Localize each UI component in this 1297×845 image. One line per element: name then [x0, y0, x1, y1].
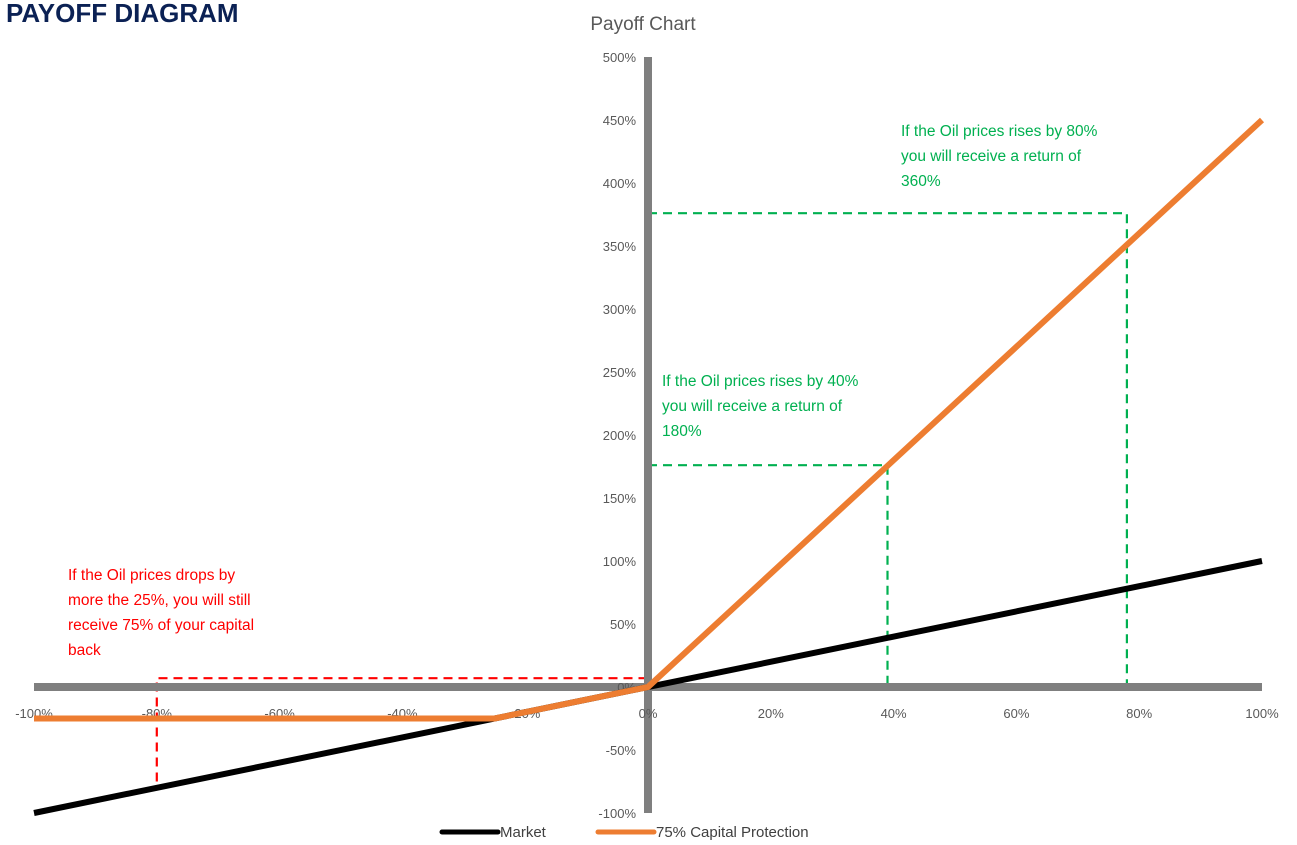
- y-tick-label: 200%: [603, 428, 637, 443]
- annotation-red: If the Oil prices drops by more the 25%,…: [68, 567, 254, 659]
- y-tick-label: 50%: [610, 617, 636, 632]
- y-tick-label: 250%: [603, 365, 637, 380]
- annotation-red-line-4: back: [68, 642, 101, 659]
- annotation-green-40-line-1: If the Oil prices rises by 40%: [662, 373, 859, 390]
- chart-title: Payoff Chart: [590, 14, 696, 35]
- guide-line-2: [648, 464, 889, 687]
- guide-line-1: [155, 677, 648, 782]
- annotation-green-40-line-3: 180%: [662, 423, 702, 440]
- y-tick-labels: 500%450%400%350%300%250%200%150%100%50%0…: [598, 50, 636, 821]
- y-tick-label: 350%: [603, 239, 637, 254]
- annotation-green-80: If the Oil prices rises by 80% you will …: [901, 123, 1098, 190]
- annotation-green-80-line-3: 360%: [901, 173, 941, 190]
- series-line-capital-protection: [34, 117, 1265, 722]
- x-tick-label: 20%: [758, 706, 784, 721]
- legend-label-market: Market: [500, 824, 547, 841]
- guide-lines: [155, 212, 1129, 782]
- annotation-green-40: If the Oil prices rises by 40% you will …: [662, 373, 859, 440]
- legend: Market 75% Capital Protection: [439, 824, 809, 841]
- legend-item-market: Market: [439, 824, 547, 841]
- y-tick-label: 450%: [603, 113, 637, 128]
- y-tick-label: 100%: [603, 554, 637, 569]
- annotation-red-line-3: receive 75% of your capital: [68, 617, 254, 634]
- x-tick-label: 80%: [1126, 706, 1152, 721]
- x-tick-label: 100%: [1245, 706, 1279, 721]
- y-tick-label: 500%: [603, 50, 637, 65]
- y-tick-label: 400%: [603, 176, 637, 191]
- axes: [34, 57, 1262, 813]
- y-tick-label: 300%: [603, 302, 637, 317]
- legend-label-capital-protection: 75% Capital Protection: [656, 824, 809, 841]
- annotation-green-40-line-2: you will receive a return of: [662, 398, 843, 415]
- annotation-green-80-line-1: If the Oil prices rises by 80%: [901, 123, 1098, 140]
- y-tick-label: 150%: [603, 491, 637, 506]
- legend-item-capital-protection: 75% Capital Protection: [595, 824, 809, 841]
- x-tick-label: 60%: [1003, 706, 1029, 721]
- x-tick-label: 0%: [639, 706, 658, 721]
- series-lines: [33, 117, 1265, 816]
- annotation-red-line-2: more the 25%, you will still: [68, 592, 251, 609]
- y-tick-label: -100%: [598, 806, 636, 821]
- x-tick-label: 40%: [881, 706, 907, 721]
- y-tick-label: -50%: [606, 743, 637, 758]
- annotation-red-line-1: If the Oil prices drops by: [68, 567, 235, 584]
- annotation-green-80-line-2: you will receive a return of: [901, 148, 1082, 165]
- page-heading: PAYOFF DIAGRAM: [6, 0, 239, 28]
